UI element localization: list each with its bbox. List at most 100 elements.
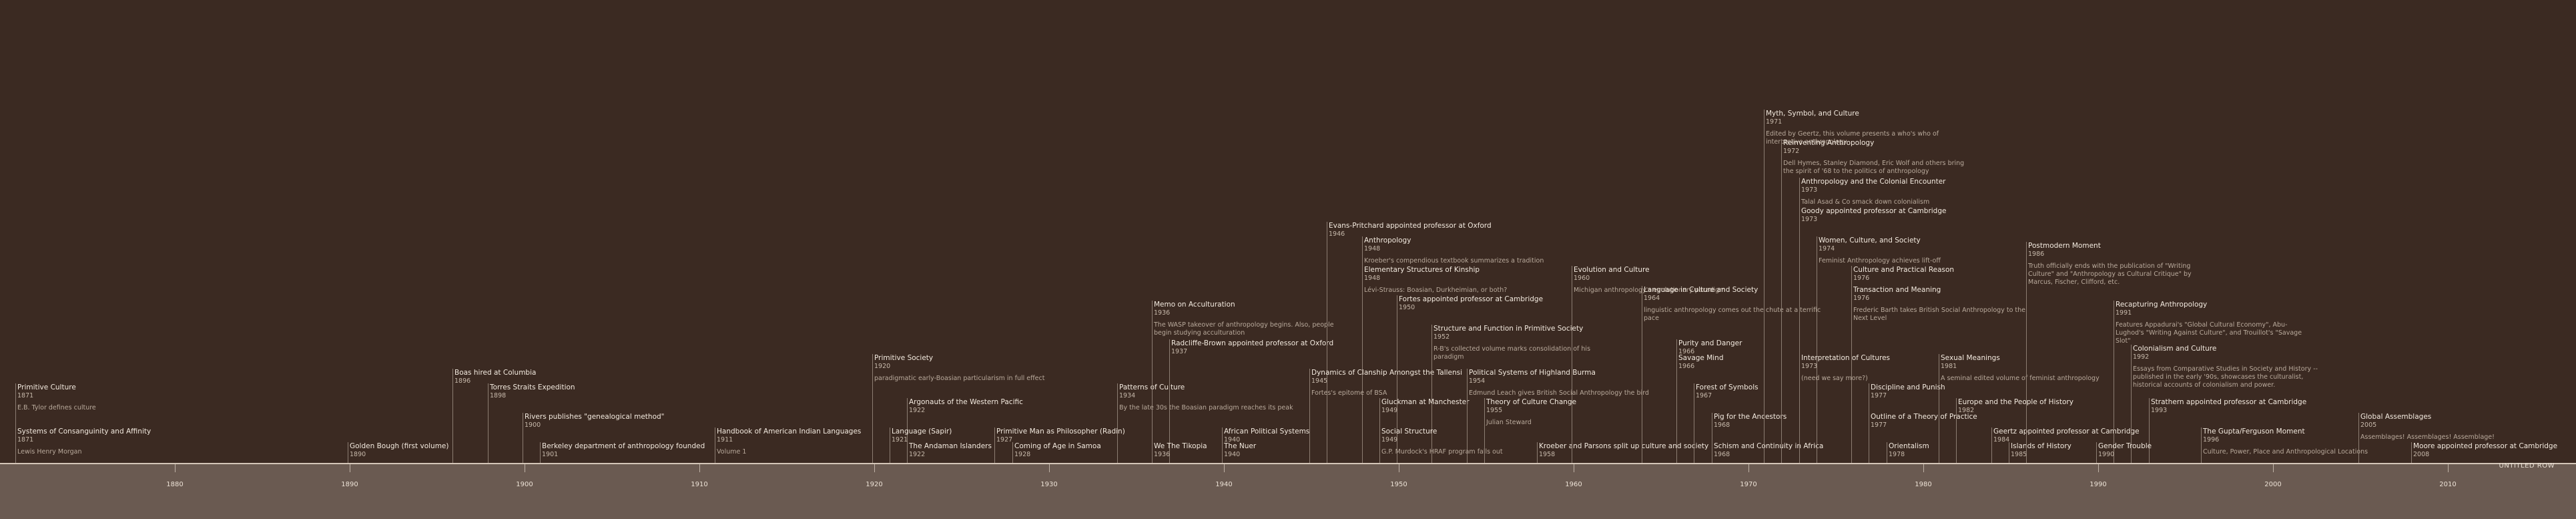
timeline-event[interactable]: Elementary Structures of Kinship 1948 Lévi… [1364,266,1551,295]
event-stem [1152,301,1153,463]
event-title: Boas hired at Columbia [454,369,537,377]
timeline-event[interactable]: Anthropology and the Colonial Encounter 1… [1801,178,1988,206]
timeline-event[interactable]: Boas hired at Columbia 1896 [454,369,536,385]
event-stem [994,427,995,463]
axis-tick-label: 2000 [2264,481,2282,488]
timeline-event[interactable]: Primitive Society 1920 paradigmatic early-… [874,354,1061,383]
timeline-event[interactable]: Kroeber and Parsons split up culture and… [1539,442,1708,459]
timeline-event[interactable]: Structure and Function in Primitive Soci… [1433,325,1620,361]
timeline-event[interactable]: Systems of Consanguinity and Affinity 187… [17,427,204,456]
timeline-event[interactable]: Primitive Man as Philosopher (Radin) 1927 [996,427,1125,444]
event-title: Handbook of American Indian Languages [717,427,862,436]
timeline-event[interactable]: African Political Systems 1940 [1224,427,1309,444]
timeline-event[interactable]: Interpretation of Cultures 1973 (need we s… [1801,354,1988,383]
event-year: 1911 [717,436,733,444]
event-title: Anthropology [1364,236,1411,244]
event-year: 2008 [2413,451,2430,458]
event-title: Theory of Culture Change [1486,398,1577,406]
timeline-event[interactable]: Social Structure 1949 G.P. Murdock's HRAF … [1381,427,1568,456]
event-description: linguistic anthropology comes out the ch… [1644,307,1821,322]
event-year: 1964 [1644,295,1660,302]
event-year: 1937 [1171,348,1188,355]
timeline-event[interactable]: We The Tikopia 1936 [1154,442,1207,459]
timeline-event[interactable]: Theory of Culture Change 1955 Julian Stewa… [1486,398,1673,427]
timeline-event[interactable]: Culture and Practical Reason 1976 [1853,266,1954,283]
timeline-event[interactable]: Postmodern Moment 1986 Truth officially en… [2028,242,2215,287]
timeline-event[interactable]: Anthropology 1948 Kroeber's compendious te… [1364,236,1551,265]
timeline-event[interactable]: Handbook of American Indian Languages 191… [717,427,904,456]
event-title: Primitive Man as Philosopher (Radin) [996,427,1125,436]
axis-tick [874,464,875,472]
timeline-event[interactable]: Goody appointed professor at Cambridge 19… [1801,207,1946,224]
timeline-event[interactable]: Argonauts of the Western Pacific 1922 [909,398,1023,415]
timeline-event[interactable]: Language in Culture and Society 1964 lingu… [1644,286,1831,323]
event-year: 1993 [2151,407,2168,414]
timeline-event[interactable]: Transaction and Meaning 1976 Frederic Bart… [1853,286,2040,323]
timeline-event[interactable]: Rivers publishes "genealogical method" 19… [525,413,665,429]
event-year: 1968 [1714,421,1730,429]
timeline-event[interactable]: Dynamics of Clanship Amongst the Tallens… [1311,369,1498,397]
timeline-event[interactable]: Evans-Pritchard appointed professor at O… [1329,222,1492,238]
event-year: 1955 [1486,407,1503,414]
axis-tick-label: 1910 [691,481,708,488]
timeline-event[interactable]: Sexual Meanings 1981 A seminal edited volu… [1941,354,2128,383]
timeline-event[interactable]: Strathern appointed professor at Cambrid… [2151,398,2306,415]
timeline-event[interactable]: Global Assemblages 2005 Assemblages! Assem… [2360,413,2547,442]
timeline-event[interactable]: Language (Sapir) 1921 [892,427,952,444]
timeline-event[interactable]: Europe and the People of History 1982 [1958,398,2073,415]
timeline-event[interactable]: The Gupta/Ferguson Moment 1996 Culture, Po… [2203,427,2390,456]
timeline-event[interactable]: Reinventing Anthropology 1972 Dell Hymes, … [1783,139,1970,176]
axis-tick [1923,464,1924,472]
axis-tick [2273,464,2274,472]
timeline-event[interactable]: Islands of History 1985 [2011,442,2071,459]
timeline-event[interactable]: Forest of Symbols 1967 [1696,383,1758,400]
timeline-event[interactable]: Schism and Continuity in Africa 1968 [1714,442,1823,459]
timeline-event[interactable]: Outline of a Theory of Practice 1977 [1871,413,1977,429]
timeline-event[interactable]: Women, Culture, and Society 1974 Feminist … [1819,236,2005,265]
event-year: 1982 [1958,407,1975,414]
timeline-event[interactable]: Golden Bough (first volume) 1890 [350,442,448,459]
axis-tick-label: 1960 [1565,481,1582,488]
event-year: 2005 [2360,421,2377,429]
timeline-event[interactable]: Pig for the Ancestors 1968 [1714,413,1787,429]
event-title: Evans-Pritchard appointed professor at O… [1329,222,1492,230]
axis-tick [699,464,700,472]
timeline-event[interactable]: Recapturing Anthropology 1991 Features App… [2116,301,2302,345]
timeline-event[interactable]: Gluckman at Manchester 1949 [1381,398,1470,415]
timeline-event[interactable]: Fortes appointed professor at Cambridge 1… [1399,295,1543,312]
event-year: 1900 [525,421,541,429]
timeline-event[interactable]: Radcliffe-Brown appointed professor at O… [1171,339,1333,356]
timeline-event[interactable]: Coming of Age in Samoa 1928 [1014,442,1101,459]
event-title: The Gupta/Ferguson Moment [2203,427,2305,436]
row-label: UNTITLED ROW [2499,462,2555,470]
event-year: 1890 [350,451,366,458]
event-stem [1362,266,1363,463]
event-description: paradigmatic early-Boasian particularism… [874,375,1045,382]
timeline-event[interactable]: Evolution and Culture 1960 Michigan anthro… [1574,266,1760,295]
timeline-event[interactable]: Discipline and Punish 1977 [1871,383,1945,400]
timeline-event[interactable]: Savage Mind 1966 [1678,354,1724,371]
timeline-event[interactable]: Primitive Culture 1871 E.B. Tylor defines … [17,383,204,412]
timeline-event[interactable]: Moore appointed professor at Cambridge 20… [2413,442,2557,459]
event-year: 1950 [1399,304,1415,311]
event-year: 1976 [1853,295,1870,302]
timeline-event[interactable]: Myth, Symbol, and Culture 1971 Edited by G… [1766,110,1953,146]
event-stem [1799,354,1800,463]
timeline-event[interactable]: Geertz appointed professor at Cambridge 1… [1993,427,2140,444]
event-year: 1940 [1224,436,1241,444]
timeline-event[interactable]: Memo on Acculturation 1936 The WASP takeov… [1154,301,1341,337]
timeline-event[interactable]: Political Systems of Highland Burma 1954 E… [1469,369,1656,397]
timeline-event[interactable]: Purity and Danger 1966 [1678,339,1742,356]
timeline-event[interactable]: Berkeley department of anthropology foun… [542,442,705,459]
timeline-event[interactable]: The Andaman Islanders 1922 [909,442,992,459]
timeline-event[interactable]: Orientalism 1978 [1889,442,1929,459]
timeline-event[interactable]: Colonialism and Culture 1992 Essays from C… [2133,345,2320,389]
timeline-event[interactable]: Gender Trouble 1990 [2098,442,2152,459]
event-title: Strathern appointed professor at Cambrid… [2151,398,2307,406]
event-title: Rivers publishes "genealogical method" [525,413,665,421]
timeline-event[interactable]: Patterns of Culture 1934 By the late 30s t… [1119,383,1306,412]
event-stem [1169,339,1170,463]
timeline-event[interactable]: Torres Straits Expedition 1898 [490,383,575,400]
timeline-event[interactable]: The Nuer 1940 [1224,442,1256,459]
